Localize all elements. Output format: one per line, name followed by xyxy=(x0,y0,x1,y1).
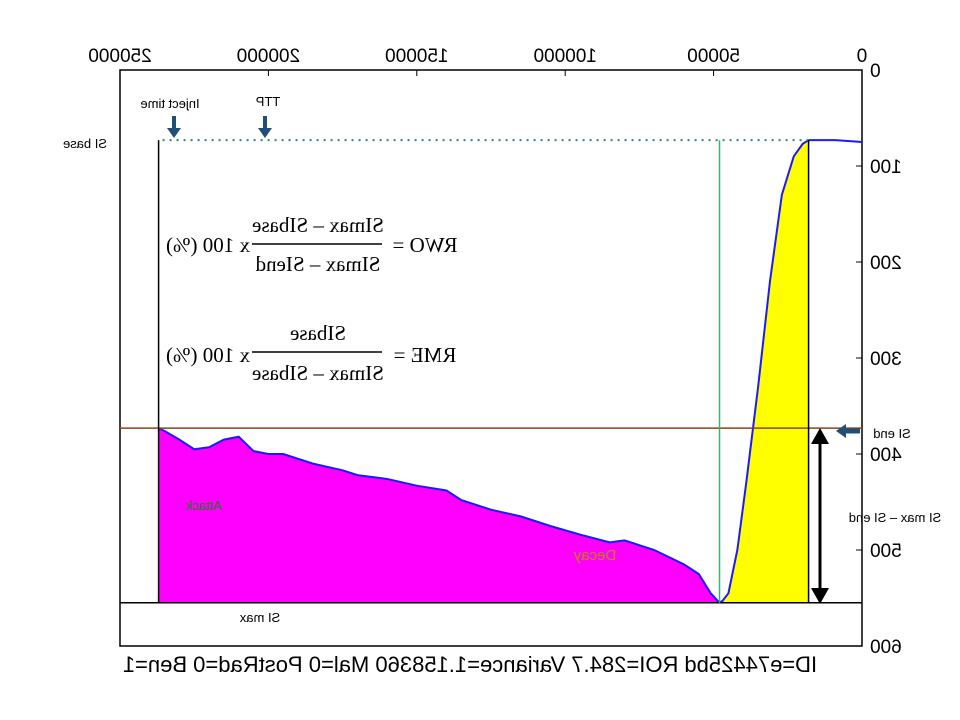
rwo-denominator: SImax – SIend xyxy=(255,252,380,276)
y-tick-label: 100 xyxy=(870,157,902,178)
x-tick-label: 100000 xyxy=(533,46,596,67)
attack-label: Attack xyxy=(185,498,222,513)
x-tick-label: 150000 xyxy=(385,46,448,67)
si-base-label: SI base xyxy=(63,136,107,151)
footer-info: ID=e74425bd ROI=284.7 Variance=1.158360 … xyxy=(123,652,817,677)
inject-time-arrow-icon xyxy=(167,116,181,138)
series-area-attack xyxy=(719,140,809,603)
mirrored-figure: 0 50000 100000 150000 200000 250000 0 100 200 300… xyxy=(63,46,941,677)
rwo-suffix: x 100 (%) xyxy=(166,233,250,257)
rwo-label: RWO = xyxy=(393,233,458,257)
baseline-curve xyxy=(808,139,863,143)
inject-time-label: Inject time xyxy=(140,96,199,111)
reference-lines-layer xyxy=(120,139,863,604)
decay-label: Decay xyxy=(573,547,616,564)
si-end-label: SI end xyxy=(873,426,911,441)
rwo-numerator: SImax – SIbase xyxy=(252,213,384,237)
x-tick-label: 0 xyxy=(857,46,868,67)
y-tick-label: 200 xyxy=(870,253,902,274)
y-tick-label: 600 xyxy=(870,637,902,658)
x-tick-label: 200000 xyxy=(237,46,300,67)
rme-denominator: SImax – SIbase xyxy=(252,361,384,385)
x-tick-label: 50000 xyxy=(687,46,740,67)
y-tick-label: 0 xyxy=(870,61,881,82)
series-curve-decay xyxy=(158,427,721,604)
rme-label: RME = xyxy=(394,343,457,367)
si-end-arrow-icon xyxy=(836,424,860,438)
rme-numerator: SIbase xyxy=(290,321,346,345)
y-tick-label: 500 xyxy=(870,541,902,562)
formula-block: RWO = SImax – SIbase SImax – SIend x 100… xyxy=(166,213,457,385)
ttp-arrow-icon xyxy=(258,116,272,138)
rme-suffix: x 100 (%) xyxy=(166,343,250,367)
si-max-label: SI max xyxy=(239,610,280,625)
amplitude-double-arrow-icon xyxy=(811,428,829,604)
x-tick-label: 250000 xyxy=(88,46,151,67)
ttp-label: TTP xyxy=(256,94,281,109)
areas-layer xyxy=(158,139,810,604)
series-area-decay xyxy=(158,428,720,603)
y-tick-label: 400 xyxy=(870,445,902,466)
ticks-layer: 0 50000 100000 150000 200000 250000 0 100 200 300… xyxy=(88,46,901,658)
y-tick-label: 300 xyxy=(870,349,902,370)
series-curve-attack xyxy=(718,139,810,604)
amplitude-label: SI max – SI end xyxy=(849,510,942,525)
